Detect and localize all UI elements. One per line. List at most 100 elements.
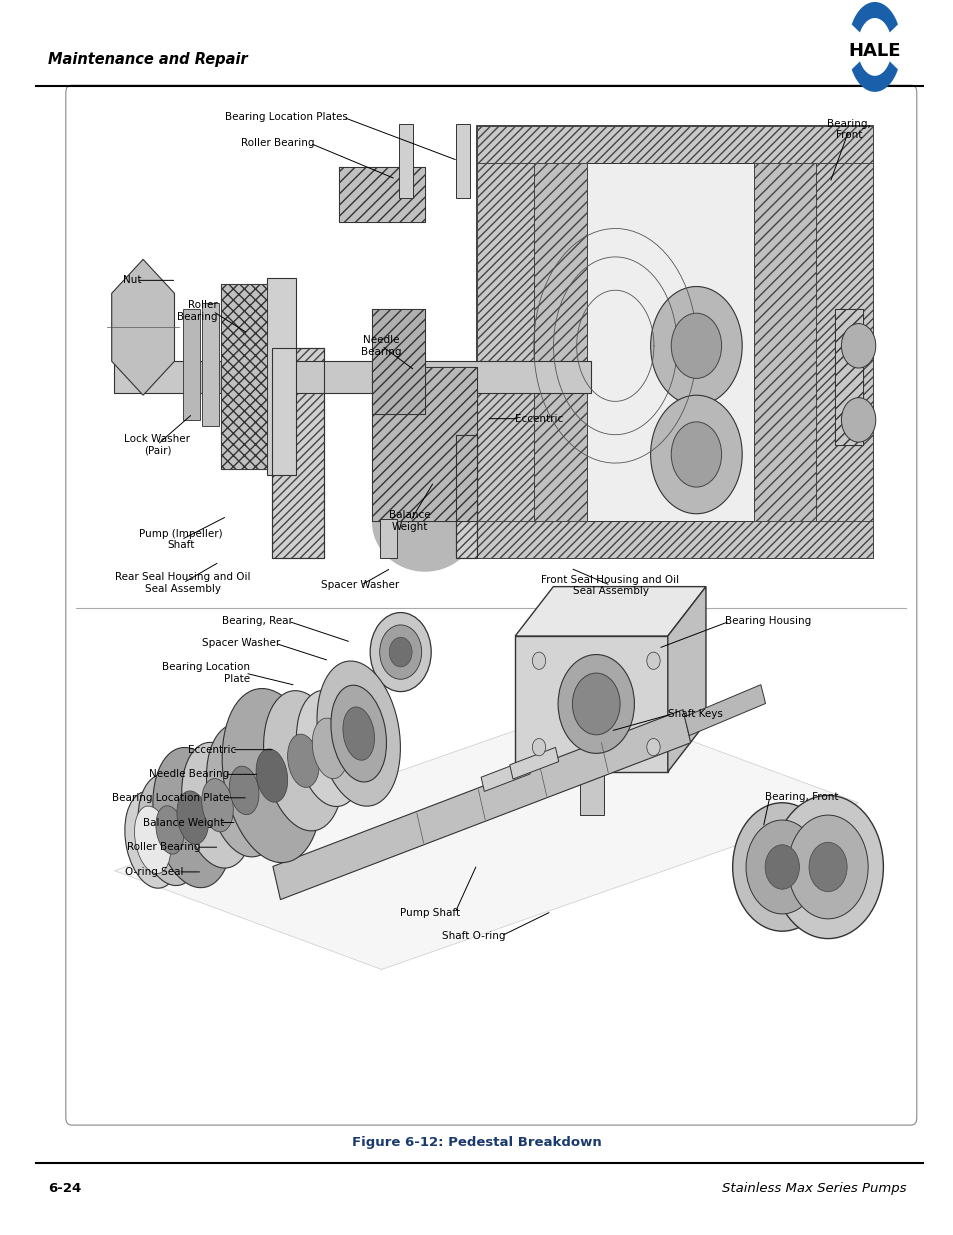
Text: Shaft O-ring: Shaft O-ring: [441, 931, 505, 941]
Ellipse shape: [764, 845, 799, 889]
Text: Shaft Keys: Shaft Keys: [667, 709, 722, 719]
Ellipse shape: [263, 690, 343, 831]
Bar: [372, 367, 476, 521]
Bar: [815, 126, 872, 558]
Bar: [267, 278, 295, 475]
Text: Stainless Max Series Pumps: Stainless Max Series Pumps: [721, 1182, 905, 1194]
Circle shape: [558, 655, 634, 753]
Text: Lock Washer
(Pair): Lock Washer (Pair): [124, 433, 191, 456]
Ellipse shape: [230, 766, 258, 815]
Bar: [272, 348, 324, 558]
Circle shape: [650, 395, 741, 514]
Bar: [379, 519, 396, 558]
Circle shape: [671, 314, 720, 378]
Text: Roller Bearing: Roller Bearing: [127, 842, 200, 852]
Circle shape: [650, 287, 741, 405]
Circle shape: [532, 739, 545, 756]
Circle shape: [532, 652, 545, 669]
Text: Maintenance and Repair: Maintenance and Repair: [48, 52, 247, 67]
Bar: [753, 163, 815, 521]
Polygon shape: [114, 704, 858, 969]
Bar: [534, 163, 586, 521]
Circle shape: [671, 422, 720, 487]
Bar: [476, 126, 872, 163]
Circle shape: [841, 398, 875, 442]
Bar: [476, 126, 872, 558]
Circle shape: [841, 324, 875, 368]
Ellipse shape: [797, 827, 858, 906]
FancyBboxPatch shape: [66, 85, 916, 1125]
Text: Bearing Location
Plate: Bearing Location Plate: [162, 662, 250, 684]
Ellipse shape: [370, 613, 431, 692]
Bar: [272, 348, 324, 558]
Polygon shape: [684, 684, 764, 736]
Ellipse shape: [316, 661, 400, 806]
Bar: [753, 163, 815, 521]
Bar: [456, 124, 470, 198]
Circle shape: [572, 673, 619, 735]
Polygon shape: [851, 62, 897, 91]
Polygon shape: [509, 747, 558, 779]
Ellipse shape: [383, 630, 417, 674]
Ellipse shape: [338, 700, 378, 767]
Text: Pump Shaft: Pump Shaft: [399, 908, 459, 918]
Bar: [372, 367, 476, 521]
Ellipse shape: [176, 790, 209, 845]
Bar: [834, 309, 862, 445]
Polygon shape: [480, 760, 530, 792]
Text: Nut: Nut: [123, 275, 141, 285]
Ellipse shape: [134, 806, 171, 873]
Text: Eccentric: Eccentric: [515, 414, 563, 424]
Ellipse shape: [287, 734, 319, 788]
Bar: [515, 636, 667, 772]
Bar: [834, 309, 862, 445]
Ellipse shape: [296, 690, 363, 806]
Ellipse shape: [138, 774, 201, 885]
Text: Bearing Location Plate: Bearing Location Plate: [112, 793, 229, 803]
Text: Eccentric: Eccentric: [188, 745, 236, 755]
Ellipse shape: [155, 805, 184, 855]
Bar: [456, 435, 476, 558]
Ellipse shape: [255, 748, 288, 803]
Text: Bearing Location Plates: Bearing Location Plates: [225, 112, 348, 122]
Bar: [579, 772, 603, 815]
Bar: [456, 435, 476, 558]
Text: Balance
Weight: Balance Weight: [389, 510, 431, 532]
Text: Front Seal Housing and Oil
Seal Assembly: Front Seal Housing and Oil Seal Assembly: [541, 574, 679, 597]
Text: Needle
Bearing: Needle Bearing: [361, 335, 401, 357]
Text: Pump (Impeller)
Shaft: Pump (Impeller) Shaft: [139, 529, 223, 551]
Bar: [534, 163, 586, 521]
Ellipse shape: [732, 803, 831, 931]
Circle shape: [646, 652, 659, 669]
Text: O-ring Seal: O-ring Seal: [125, 867, 183, 877]
Bar: [398, 124, 413, 198]
Polygon shape: [112, 259, 174, 395]
Bar: [114, 361, 591, 393]
Bar: [372, 309, 424, 414]
Ellipse shape: [745, 820, 818, 914]
Ellipse shape: [342, 706, 375, 761]
Text: Rear Seal Housing and Oil
Seal Assembly: Rear Seal Housing and Oil Seal Assembly: [115, 572, 251, 594]
Bar: [338, 167, 424, 222]
Ellipse shape: [206, 724, 282, 857]
Text: Bearing Housing: Bearing Housing: [724, 616, 810, 626]
Ellipse shape: [389, 637, 412, 667]
Ellipse shape: [772, 795, 882, 939]
Polygon shape: [273, 710, 690, 899]
Text: Bearing, Rear: Bearing, Rear: [222, 616, 293, 626]
Text: Bearing,
Front: Bearing, Front: [826, 119, 870, 141]
Text: Roller Bearing: Roller Bearing: [241, 138, 314, 148]
Ellipse shape: [312, 718, 348, 779]
Polygon shape: [851, 2, 897, 32]
Bar: [338, 167, 424, 222]
Text: 6-24: 6-24: [48, 1182, 81, 1194]
Circle shape: [646, 739, 659, 756]
Text: Spacer Washer: Spacer Washer: [202, 638, 280, 648]
Ellipse shape: [222, 689, 321, 862]
Ellipse shape: [125, 792, 180, 888]
Ellipse shape: [787, 815, 867, 919]
Ellipse shape: [181, 742, 253, 868]
Bar: [202, 303, 219, 426]
Bar: [221, 284, 267, 469]
Ellipse shape: [152, 747, 233, 888]
